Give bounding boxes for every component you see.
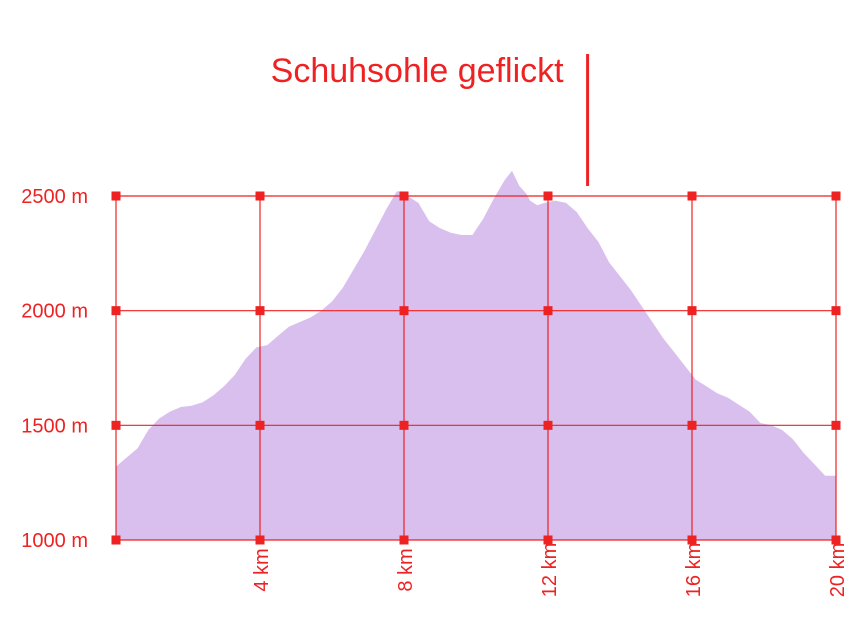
- x-tick-label: 16 km: [683, 543, 705, 597]
- annotation-label: Schuhsohle geflickt: [271, 52, 565, 90]
- elevation-area: [116, 170, 836, 541]
- grid-marker: [687, 420, 697, 430]
- grid-marker: [543, 420, 553, 430]
- y-tick-label: 2000 m: [21, 301, 88, 323]
- x-tick-label: 12 km: [539, 543, 561, 597]
- grid-marker: [687, 535, 697, 545]
- grid-marker: [399, 306, 409, 316]
- grid-marker: [831, 420, 841, 430]
- grid-marker: [687, 191, 697, 201]
- grid-marker: [255, 535, 265, 545]
- y-tick-label: 1500 m: [21, 415, 88, 437]
- grid-marker: [111, 535, 121, 545]
- grid-marker: [687, 306, 697, 316]
- grid-marker: [255, 191, 265, 201]
- grid-marker: [831, 306, 841, 316]
- grid-marker: [831, 191, 841, 201]
- x-tick-label: 4 km: [251, 548, 273, 591]
- y-tick-label: 1000 m: [21, 530, 88, 552]
- grid-marker: [399, 420, 409, 430]
- y-tick-label: 2500 m: [21, 186, 88, 208]
- grid-marker: [255, 306, 265, 316]
- grid-marker: [111, 420, 121, 430]
- grid-marker: [831, 535, 841, 545]
- grid-marker: [399, 191, 409, 201]
- grid-marker: [543, 306, 553, 316]
- x-tick-label: 20 km: [827, 543, 849, 597]
- grid-marker: [111, 306, 121, 316]
- grid-marker: [111, 191, 121, 201]
- grid-marker: [543, 535, 553, 545]
- grid-marker: [255, 420, 265, 430]
- grid-marker: [399, 535, 409, 545]
- grid-marker: [543, 191, 553, 201]
- x-tick-label: 8 km: [395, 548, 417, 591]
